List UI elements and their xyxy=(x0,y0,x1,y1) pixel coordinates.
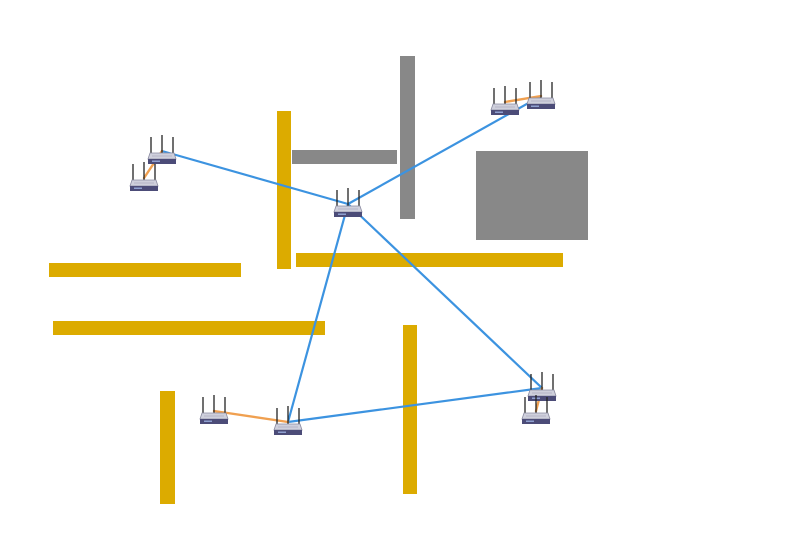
wireless-router-icon[interactable] xyxy=(273,406,303,435)
wireless-router-icon[interactable] xyxy=(129,162,159,191)
wall-gray-1 xyxy=(400,56,415,219)
wall-yellow-6 xyxy=(403,325,417,494)
backbone-link-r-lower-center-a-r-lower-right-a xyxy=(286,386,544,424)
wireless-router-icon[interactable] xyxy=(526,80,556,109)
walls-layer xyxy=(49,56,588,504)
obstacle-gray-block xyxy=(476,151,588,240)
backbone-link-r-center-r-lower-center-a xyxy=(286,202,350,424)
wireless-router-icon[interactable] xyxy=(147,135,177,164)
wireless-router-icon[interactable] xyxy=(527,372,557,401)
wall-yellow-5 xyxy=(160,391,175,504)
local-link-r-upper-right-a-r-upper-right-b xyxy=(503,94,543,104)
wall-yellow-1 xyxy=(277,111,291,269)
wall-gray-2 xyxy=(292,150,397,164)
wall-yellow-4 xyxy=(53,321,325,335)
backbone-link-r-center-r-lower-right-a xyxy=(346,202,544,390)
backbone-link-r-center-r-upper-left-a xyxy=(160,149,350,206)
wireless-router-icon[interactable] xyxy=(490,86,520,115)
wall-yellow-3 xyxy=(49,263,241,277)
wall-yellow-2 xyxy=(296,253,563,267)
routers-layer xyxy=(129,80,557,435)
wireless-router-icon[interactable] xyxy=(199,395,229,424)
wireless-router-icon[interactable] xyxy=(521,395,551,424)
wireless-router-icon[interactable] xyxy=(333,188,363,217)
